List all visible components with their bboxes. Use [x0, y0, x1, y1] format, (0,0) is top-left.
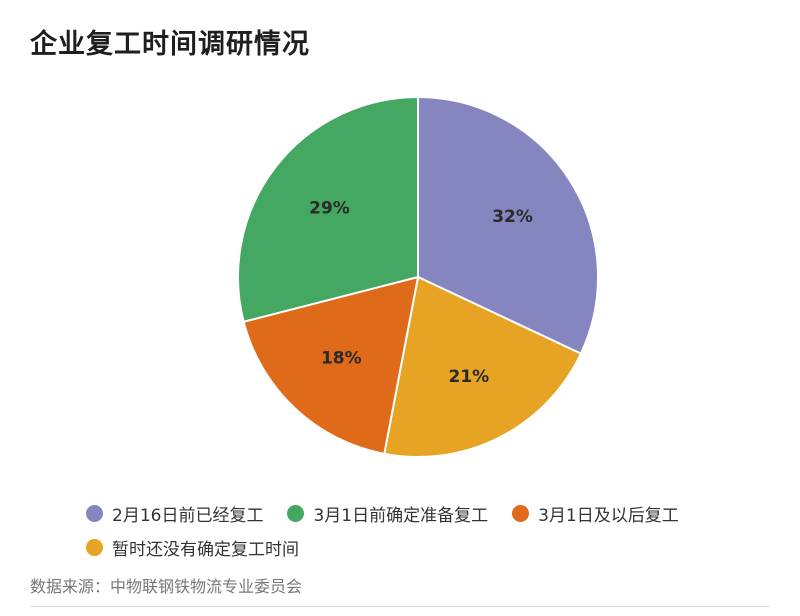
pie-slice-4[interactable]: [237, 95, 419, 323]
chart-legend: 2月16日前已经复工 3月1日前确定准备复工 3月1日及以后复工 暂时还没有确定…: [86, 500, 786, 560]
legend-item-3[interactable]: 3月1日及以后复工: [512, 500, 679, 526]
legend-label: 3月1日及以后复工: [538, 505, 679, 526]
legend-label: 3月1日前确定准备复工: [313, 505, 489, 526]
pie-chart: 32% 21% 18% 29%: [237, 95, 599, 458]
legend-swatch: [86, 504, 103, 522]
divider: [30, 606, 770, 607]
pie-slice-2[interactable]: [383, 275, 583, 458]
pie-slice-labels: 32% 21% 18% 29%: [309, 198, 533, 386]
pie-slices: [237, 95, 599, 458]
source-note: 数据来源：中物联钢铁物流专业委员会: [30, 577, 303, 596]
chart-title: 企业复工时间调研情况: [30, 29, 310, 60]
legend-swatch: [512, 504, 530, 522]
pie-slice-1[interactable]: [417, 95, 599, 355]
slice-label-2: 21%: [448, 367, 489, 387]
legend-label: 暂时还没有确定复工时间: [112, 539, 299, 560]
legend-item-4[interactable]: 暂时还没有确定复工时间: [86, 534, 299, 560]
slice-label-1: 32%: [492, 207, 533, 227]
legend-label: 2月16日前已经复工: [112, 505, 264, 526]
legend-item-2[interactable]: 3月1日前确定准备复工: [287, 500, 488, 526]
legend-item-1[interactable]: 2月16日前已经复工: [86, 500, 263, 526]
pie-slice-3[interactable]: [242, 275, 420, 455]
legend-swatch: [287, 504, 305, 522]
slice-label-4: 29%: [309, 198, 350, 218]
slice-label-3: 18%: [321, 349, 362, 369]
legend-swatch: [86, 538, 103, 556]
